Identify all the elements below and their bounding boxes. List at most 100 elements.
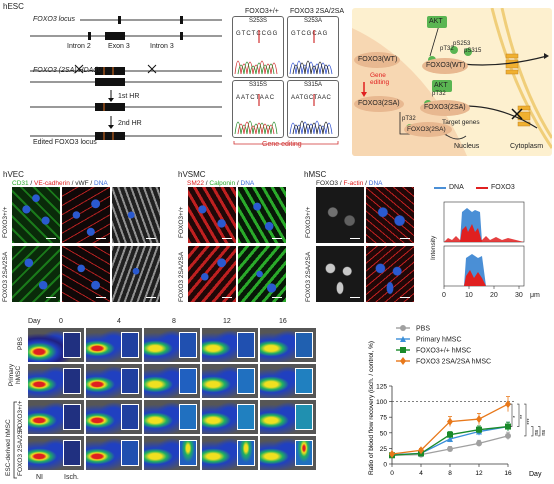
seq-s253a-label: S253A [304,18,323,24]
laser-image-pbs-d12 [202,328,258,362]
seq-col1-title: FOXO3+/+ [245,8,279,15]
sequencing-panel: FOXO3+/+ FOXO3 2SA/2SA S253S GTCTCCGG S2… [232,8,344,148]
hvec-row1-label: FOXO3+/+ [2,206,9,238]
laser-day-0: 0 [59,318,63,325]
isch-inset [295,440,313,466]
hvec-stain-vwf: vWF [75,180,89,187]
significance-label: ns [541,430,547,436]
scale-bar [350,296,360,298]
hvec-micrograph-r1c1 [12,187,60,243]
laser-day-12: 12 [223,318,231,325]
x-tick-label: 0 [390,470,394,477]
hvec-stain-cd31: CD31 [12,180,29,187]
data-point [447,436,453,443]
intensity-ylabel: Intensity [430,235,437,260]
scale-bar [272,296,282,298]
laser-image-foxo-2sa-d4 [86,436,142,470]
exon3-label: Exon 3 [108,43,130,50]
chart-ylabel: Ratio of blood flow recovery (isch. / co… [368,341,375,475]
scale-bar [96,237,106,239]
locus-label: FOXO3 locus [33,16,76,23]
laser-image-foxo-wt-d8 [144,400,200,434]
foxo-2sa-left-label: FOXO3(2SA) [358,100,400,107]
hvec-micrograph-r1c3 [112,187,160,243]
isch-inset [237,368,255,394]
chromatogram-traces [233,30,339,145]
data-point [476,426,482,433]
laser-row-primary: Primary hMSC [8,363,22,387]
scale-bar [222,296,232,298]
ps315-label: pS315 [464,48,482,54]
laser-row-pbs: PBS [17,336,24,350]
hvsmc-stain-dna: DNA [240,180,255,187]
foxo-wt-right-oval [422,58,468,74]
hmsc-row2-label: FOXO3 2SA/2SA [305,251,312,302]
scale-bar [222,237,232,239]
chart-legend: PBS Primary hMSC FOXO3+/+ hMSC FOXO3 2SA/2S… [396,325,491,366]
laser-image-primary-d0 [28,364,84,398]
isch-inset [121,368,139,394]
seq-2-text: GTCGCAG [291,31,329,37]
legend-label: Primary hMSC [416,337,462,344]
hr1-label: 1st HR [118,93,140,100]
data-point [447,417,453,426]
hvec-row2-label: FOXO3 2SA/2SA [2,251,9,302]
cytoplasm-label: Cytoplasm [510,143,544,150]
isch-inset [121,404,139,430]
intensity-xtick-2: 20 [490,292,498,299]
isch-inset [237,332,255,358]
hmsc-micrograph-r1c1 [316,187,364,243]
hr2-label: 2nd HR [118,120,142,127]
laser-row-foxo-2sa: FOXO3 2SA/2SA [17,425,24,476]
hvec-stain-vecad: VE-cadherin [34,180,70,187]
laser-image-foxo-wt-d16 [260,400,316,434]
legend-marker [400,347,406,353]
pt32-label-a: pT32 [440,46,454,52]
hvsmc-stain-calponin: Calponin [209,180,236,187]
laser-image-foxo-2sa-d16 [260,436,316,470]
hvec-micrograph-r2c2 [62,246,110,302]
y-tick-label: 125 [376,384,387,391]
foxo-2sa-left-oval [354,96,404,112]
laser-image-foxo-2sa-d12 [202,436,258,470]
laser-image-pbs-d0 [28,328,84,362]
hdadv-label: FOXO3 (2SA) HDAdV [33,67,102,74]
hvec-title: hVEC [3,170,24,179]
hvec-stain-sep2: / [69,180,76,187]
data-point [476,440,482,447]
isch-inset [295,332,313,358]
laser-day-4: 4 [117,318,121,325]
hmsc-micrograph-r1c2 [366,187,414,243]
seq-s253s-label: S253S [249,18,268,24]
intensity-legend-dna: DNA [449,184,464,191]
akt-box-bottom [432,80,452,92]
x-tick-label: 16 [504,470,512,477]
laser-isch-label: Isch. [64,474,79,481]
intensity-xtick-0: 0 [442,292,446,299]
laser-ni-label: NI [36,474,43,481]
seq-s315s-label: S315S [249,82,268,88]
data-point [418,446,424,455]
significance-bracket [531,426,534,437]
foxo-wt-right-label: FOXO3(WT) [426,62,466,69]
intensity-xtick-1: 10 [465,292,473,299]
intensity-legend-foxo3: FOXO3 [491,184,515,191]
hvsmc-title: hVSMC [178,170,206,179]
hvsmc-micrograph-r2c1 [188,246,236,302]
seq-s315a-label: S315A [304,82,323,88]
seq-col2-title: FOXO3 2SA/2SA [290,8,345,15]
hvsmc-row1-label: FOXO3+/+ [178,206,185,238]
hvec-micrograph-r2c1 [12,246,60,302]
seq-box-s253s: S253S GTCTCCGG [232,16,284,78]
foxo-2sa-right-oval [420,100,470,116]
hvsmc-micrograph-r2c2 [238,246,286,302]
pt32-label-c: pT32 [402,116,416,122]
data-point [447,431,453,438]
intensity-xunit: μm [530,292,540,299]
akt-label-bottom: AKT [434,82,448,89]
hvsmc-stain-sep2: / [235,180,241,187]
isch-inset [179,404,197,430]
chart-marks: * *****ns ns [389,396,547,459]
isch-inset [295,368,313,394]
scale-bar [272,237,282,239]
